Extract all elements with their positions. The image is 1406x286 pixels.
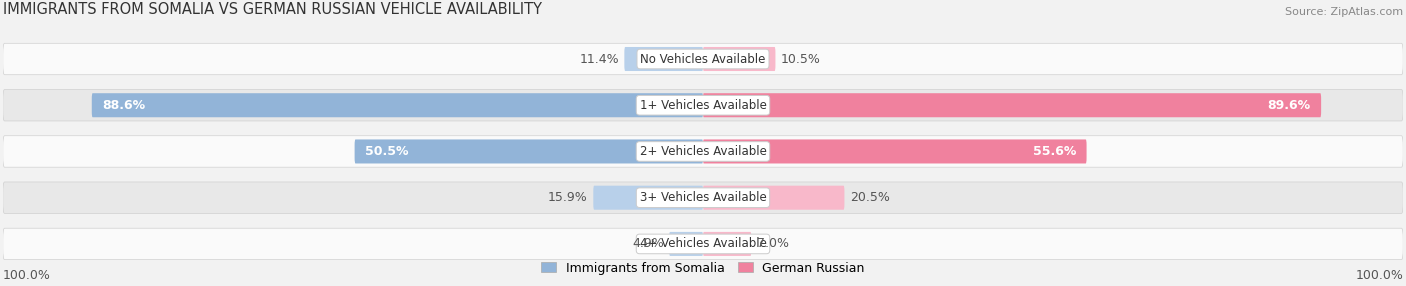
Text: 88.6%: 88.6% — [103, 99, 145, 112]
FancyBboxPatch shape — [3, 43, 1403, 75]
FancyBboxPatch shape — [703, 186, 845, 210]
Legend: Immigrants from Somalia, German Russian: Immigrants from Somalia, German Russian — [536, 257, 870, 280]
Text: 20.5%: 20.5% — [851, 191, 890, 204]
Text: 100.0%: 100.0% — [1355, 269, 1403, 282]
FancyBboxPatch shape — [703, 232, 751, 256]
Text: 15.9%: 15.9% — [548, 191, 588, 204]
Text: 4+ Vehicles Available: 4+ Vehicles Available — [640, 237, 766, 251]
Text: 2+ Vehicles Available: 2+ Vehicles Available — [640, 145, 766, 158]
FancyBboxPatch shape — [703, 140, 1087, 164]
Text: Source: ZipAtlas.com: Source: ZipAtlas.com — [1285, 7, 1403, 17]
Text: 3+ Vehicles Available: 3+ Vehicles Available — [640, 191, 766, 204]
Text: 4.9%: 4.9% — [631, 237, 664, 251]
Text: 7.0%: 7.0% — [756, 237, 789, 251]
FancyBboxPatch shape — [354, 140, 703, 164]
FancyBboxPatch shape — [91, 93, 703, 117]
FancyBboxPatch shape — [669, 232, 703, 256]
FancyBboxPatch shape — [703, 47, 776, 71]
Text: 50.5%: 50.5% — [366, 145, 409, 158]
FancyBboxPatch shape — [3, 90, 1403, 121]
FancyBboxPatch shape — [3, 136, 1403, 167]
Text: 100.0%: 100.0% — [3, 269, 51, 282]
Text: 1+ Vehicles Available: 1+ Vehicles Available — [640, 99, 766, 112]
FancyBboxPatch shape — [3, 182, 1403, 213]
FancyBboxPatch shape — [703, 93, 1322, 117]
FancyBboxPatch shape — [593, 186, 703, 210]
Text: 11.4%: 11.4% — [579, 53, 619, 65]
Text: No Vehicles Available: No Vehicles Available — [640, 53, 766, 65]
Text: 89.6%: 89.6% — [1268, 99, 1310, 112]
FancyBboxPatch shape — [3, 228, 1403, 260]
Text: 55.6%: 55.6% — [1033, 145, 1076, 158]
Text: 10.5%: 10.5% — [780, 53, 821, 65]
Text: IMMIGRANTS FROM SOMALIA VS GERMAN RUSSIAN VEHICLE AVAILABILITY: IMMIGRANTS FROM SOMALIA VS GERMAN RUSSIA… — [3, 2, 541, 17]
FancyBboxPatch shape — [624, 47, 703, 71]
